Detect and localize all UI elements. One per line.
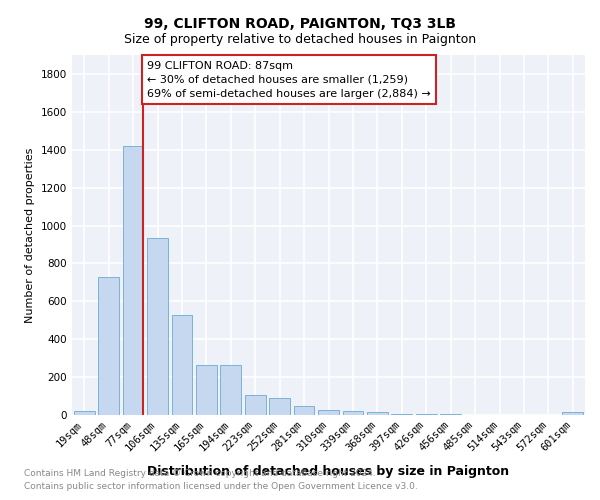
Bar [196, 365, 217, 415]
X-axis label: Distribution of detached houses by size in Paignton: Distribution of detached houses by size … [148, 464, 509, 477]
Bar [440, 414, 461, 415]
Bar [220, 365, 241, 415]
Bar [122, 146, 143, 415]
Bar [416, 414, 437, 415]
Bar [147, 238, 168, 415]
Bar [98, 276, 119, 415]
Bar [562, 412, 583, 415]
Text: Contains HM Land Registry data © Crown copyright and database right 2024.: Contains HM Land Registry data © Crown c… [24, 468, 376, 477]
Bar [74, 411, 95, 415]
Bar [318, 410, 339, 415]
Y-axis label: Number of detached properties: Number of detached properties [25, 148, 35, 322]
Bar [367, 412, 388, 415]
Text: 99 CLIFTON ROAD: 87sqm
← 30% of detached houses are smaller (1,259)
69% of semi-: 99 CLIFTON ROAD: 87sqm ← 30% of detached… [147, 60, 431, 98]
Bar [293, 406, 314, 415]
Bar [391, 414, 412, 415]
Bar [343, 411, 364, 415]
Bar [245, 394, 266, 415]
Text: Size of property relative to detached houses in Paignton: Size of property relative to detached ho… [124, 32, 476, 46]
Text: 99, CLIFTON ROAD, PAIGNTON, TQ3 3LB: 99, CLIFTON ROAD, PAIGNTON, TQ3 3LB [144, 18, 456, 32]
Bar [269, 398, 290, 415]
Bar [172, 314, 193, 415]
Text: Contains public sector information licensed under the Open Government Licence v3: Contains public sector information licen… [24, 482, 418, 491]
